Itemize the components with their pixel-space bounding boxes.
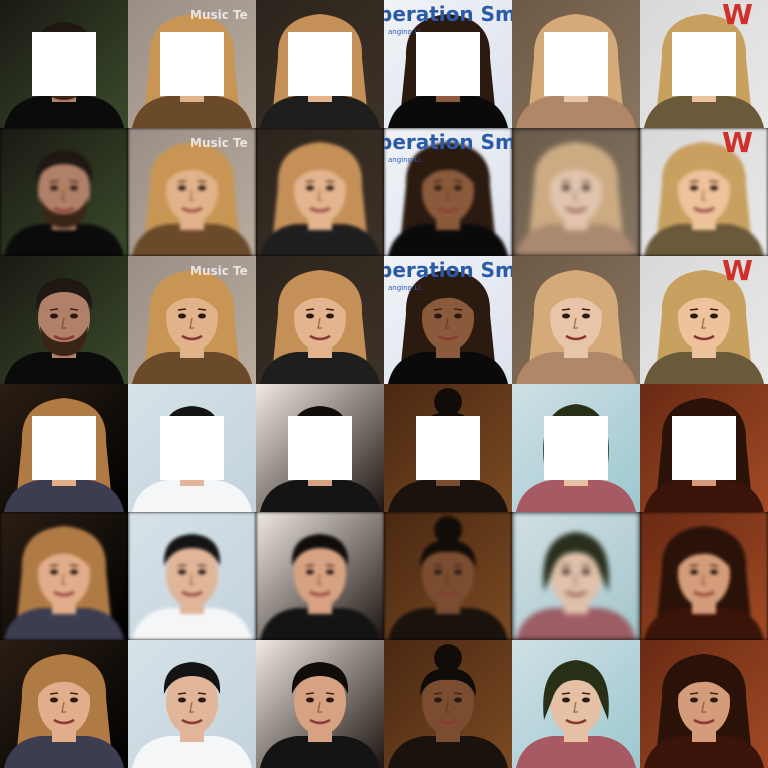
reconstruction-face-c: [256, 128, 384, 256]
reconstruction-face-k: [512, 512, 640, 640]
masked-input-face-b: Music Te: [128, 0, 256, 128]
face-thumbnail-f: [640, 256, 768, 384]
face-thumbnail-l: [640, 640, 768, 768]
background-subtext-d: anging Li: [388, 284, 421, 292]
occlusion-mask: [672, 32, 736, 96]
original-face-k: [512, 640, 640, 768]
background-logo-w: W: [722, 256, 753, 287]
original-face-l: [640, 640, 768, 768]
original-face-a: [0, 256, 128, 384]
masked-input-face-e: [512, 0, 640, 128]
face-thumbnail-e: [512, 256, 640, 384]
face-thumbnail-d: [384, 256, 512, 384]
reconstruction-face-j: [384, 512, 512, 640]
reconstruction-face-d: peration Smile anging Li: [384, 128, 512, 256]
masked-input-face-h: [128, 384, 256, 512]
occlusion-mask: [288, 32, 352, 96]
face-thumbnail-f: [640, 128, 768, 256]
original-face-h: [128, 640, 256, 768]
face-thumbnail-k: [512, 512, 640, 640]
background-text-b: Music Te: [190, 136, 248, 150]
reconstruction-face-e: [512, 128, 640, 256]
original-face-i: [256, 640, 384, 768]
masked-input-face-k: [512, 384, 640, 512]
reconstruction-face-i: [256, 512, 384, 640]
face-thumbnail-j: [384, 512, 512, 640]
masked-input-face-c: [256, 0, 384, 128]
occlusion-mask: [544, 416, 608, 480]
background-text-b: Music Te: [190, 8, 248, 22]
background-text-b: Music Te: [190, 264, 248, 278]
background-text-d: peration Smile: [384, 258, 512, 282]
masked-input-face-g: [0, 384, 128, 512]
original-face-g: [0, 640, 128, 768]
masked-input-face-l: [640, 384, 768, 512]
face-thumbnail-c: [256, 128, 384, 256]
face-thumbnail-j: [384, 640, 512, 768]
occlusion-mask: [32, 32, 96, 96]
face-thumbnail-e: [512, 128, 640, 256]
face-thumbnail-d: [384, 128, 512, 256]
face-thumbnail-b: [128, 128, 256, 256]
masked-input-face-j: [384, 384, 512, 512]
background-subtext-d: anging Li: [388, 156, 421, 164]
background-text-d: peration Smile: [384, 2, 512, 26]
masked-input-face-d: peration Smile anging Li: [384, 0, 512, 128]
face-thumbnail-h: [128, 512, 256, 640]
reconstruction-face-a: [0, 128, 128, 256]
face-thumbnail-i: [256, 640, 384, 768]
masked-input-face-f: W: [640, 0, 768, 128]
occlusion-mask: [160, 32, 224, 96]
masked-input-face-a: [0, 0, 128, 128]
background-text-d: peration Smile: [384, 130, 512, 154]
original-face-f: W: [640, 256, 768, 384]
background-logo-w: W: [722, 128, 753, 159]
occlusion-mask: [416, 416, 480, 480]
face-thumbnail-l: [640, 512, 768, 640]
background-logo-w: W: [722, 0, 753, 31]
face-thumbnail-h: [128, 640, 256, 768]
occlusion-mask: [32, 416, 96, 480]
occlusion-mask: [160, 416, 224, 480]
face-thumbnail-b: [128, 256, 256, 384]
face-thumbnail-g: [0, 640, 128, 768]
reconstruction-face-g: [0, 512, 128, 640]
reconstruction-face-l: [640, 512, 768, 640]
original-face-j: [384, 640, 512, 768]
occlusion-mask: [672, 416, 736, 480]
occlusion-mask: [288, 416, 352, 480]
face-thumbnail-k: [512, 640, 640, 768]
reconstruction-face-b: Music Te: [128, 128, 256, 256]
occlusion-mask: [544, 32, 608, 96]
original-face-e: [512, 256, 640, 384]
face-thumbnail-a: [0, 256, 128, 384]
face-thumbnail-c: [256, 256, 384, 384]
original-face-b: Music Te: [128, 256, 256, 384]
original-face-d: peration Smile anging Li: [384, 256, 512, 384]
reconstruction-face-h: [128, 512, 256, 640]
face-thumbnail-i: [256, 512, 384, 640]
original-face-c: [256, 256, 384, 384]
face-thumbnail-a: [0, 128, 128, 256]
reconstruction-face-f: W: [640, 128, 768, 256]
occlusion-mask: [416, 32, 480, 96]
masked-input-face-i: [256, 384, 384, 512]
face-thumbnail-g: [0, 512, 128, 640]
background-subtext-d: anging Li: [388, 28, 421, 36]
